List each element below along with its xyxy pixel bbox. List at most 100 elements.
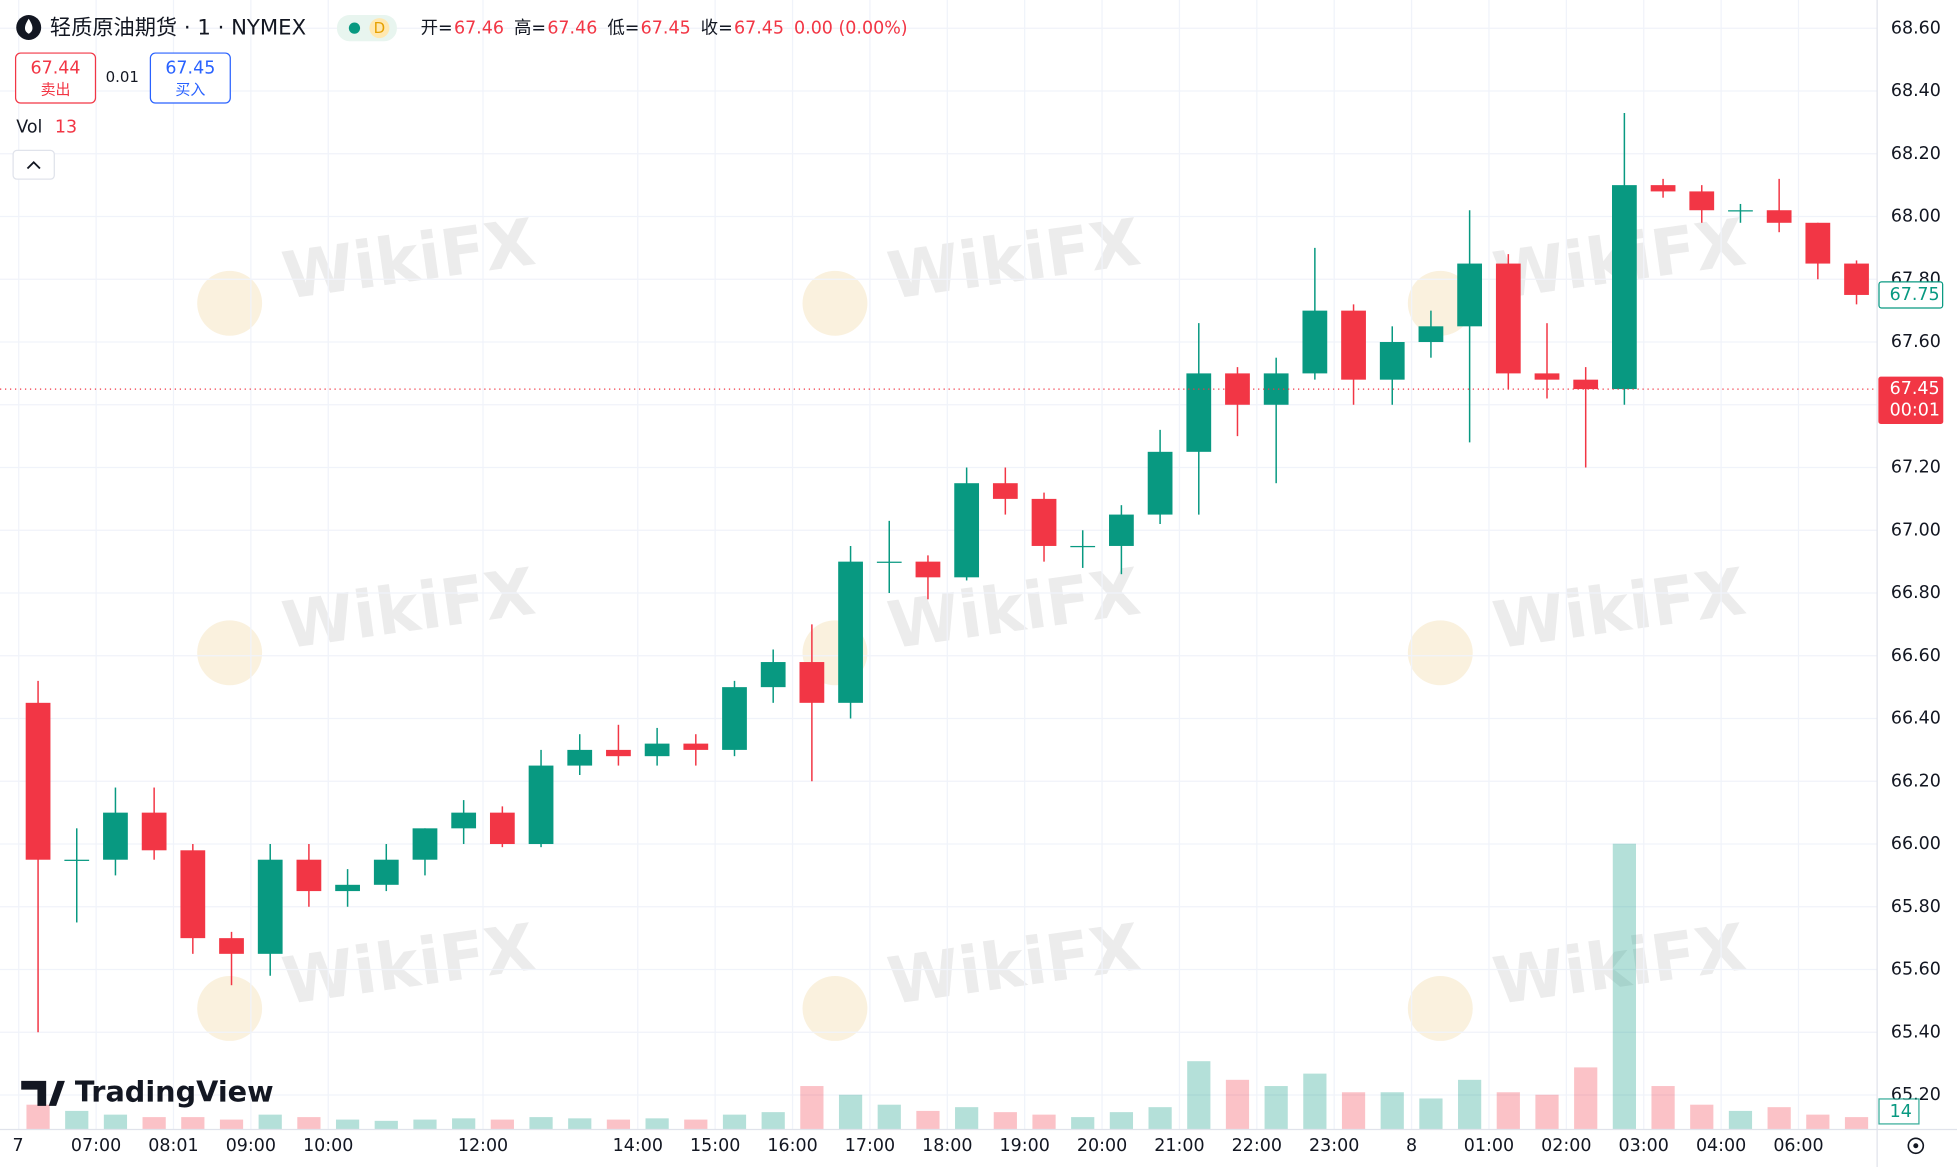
volume-bar <box>722 1114 747 1130</box>
ohlc-legend: 开= 67.46 高= 67.46 低= 67.45 收= 67.45 0.00 (0.00%) <box>421 19 908 39</box>
volume-bar <box>529 1117 553 1130</box>
candle-body <box>1147 451 1173 515</box>
candle-body <box>838 561 863 703</box>
settings-icon[interactable] <box>1907 1137 1925 1155</box>
x-tick-label: 15:00 <box>690 1136 740 1156</box>
candle-body <box>1070 545 1096 548</box>
candle-body <box>1495 263 1521 374</box>
y-tick-label: 65.80 <box>1891 897 1941 917</box>
candle-body <box>1109 514 1134 546</box>
x-tick-label: 08:01 <box>148 1136 198 1156</box>
last-price-box <box>1878 376 1944 425</box>
y-tick-label: 68.00 <box>1891 207 1941 227</box>
volume-bar <box>1690 1104 1714 1130</box>
candle-body <box>1844 263 1869 295</box>
volume-label-box <box>1878 1098 1920 1125</box>
x-tick-label: 16:00 <box>767 1136 817 1156</box>
ohlc-key: 开= <box>421 19 453 39</box>
x-tick-label: 18:00 <box>922 1136 972 1156</box>
candle-body <box>141 812 167 851</box>
drop-icon <box>24 18 33 34</box>
y-tick-label: 66.20 <box>1891 771 1941 791</box>
volume-bar <box>800 1086 824 1130</box>
volume-bar <box>1225 1079 1250 1130</box>
candle-body <box>567 749 593 766</box>
grid <box>0 0 1878 1130</box>
volume-bar <box>1728 1110 1753 1130</box>
candle-body <box>954 483 980 578</box>
vol-value: 13 <box>55 117 77 137</box>
x-tick-label: 12:00 <box>458 1136 508 1156</box>
y-tick-label: 67.20 <box>1891 458 1941 478</box>
volume-bar <box>219 1119 244 1130</box>
volume-bar <box>1612 843 1636 1130</box>
logo-icon <box>21 1080 65 1106</box>
candle-body <box>373 859 399 885</box>
watermark-icon <box>1407 976 1473 1041</box>
volume-bar <box>1419 1098 1443 1130</box>
ohlc-change: 0.00 (0.00%) <box>794 19 908 39</box>
collapse-icon <box>26 160 41 170</box>
ohlc-value: 67.45 <box>734 19 784 39</box>
candle-body <box>412 828 438 860</box>
volume-bar <box>1341 1092 1366 1130</box>
candle-body <box>1263 373 1289 405</box>
volume-bar <box>877 1104 901 1130</box>
volume-bar <box>1071 1117 1095 1130</box>
candle-body <box>489 812 515 845</box>
x-tick-label: 03:00 <box>1619 1136 1669 1156</box>
watermark-icon <box>802 270 868 336</box>
volume-label: 14 <box>1890 1102 1912 1122</box>
y-tick-label: 68.60 <box>1891 18 1941 38</box>
volume-bar <box>1496 1092 1520 1130</box>
ohlc-value: 67.45 <box>641 19 691 39</box>
volume-bar <box>490 1119 514 1130</box>
volume-bar <box>1303 1073 1327 1130</box>
symbol-title[interactable]: 轻质原油期货 · 1 · NYMEX <box>50 16 306 41</box>
buy-button[interactable] <box>149 52 231 104</box>
candle-body <box>451 812 477 829</box>
candle-body <box>25 702 51 860</box>
watermark-icon <box>1407 270 1473 336</box>
countdown: 00:01 <box>1890 400 1940 420</box>
x-tick-label: 06:00 <box>1773 1136 1823 1156</box>
volume-bar <box>1187 1061 1211 1130</box>
candle-body <box>1379 342 1405 380</box>
marker-price-box <box>1878 281 1944 309</box>
x-tick-label: 8 <box>1406 1136 1417 1156</box>
collapse-button[interactable] <box>12 149 55 180</box>
volume-bar <box>568 1118 592 1130</box>
watermark-icon <box>197 620 263 686</box>
sell-price: 67.44 <box>31 59 81 79</box>
y-tick-label: 66.80 <box>1891 583 1941 603</box>
x-tick-label: 23:00 <box>1309 1136 1359 1156</box>
ohlc-value: 67.46 <box>454 19 504 39</box>
marker-price-label: 67.75 <box>1890 285 1940 305</box>
volume-bar <box>335 1119 360 1130</box>
volume-bar <box>993 1112 1017 1130</box>
candle-body <box>1766 210 1792 223</box>
vol-label: Vol <box>16 117 42 137</box>
x-tick-label: 07:00 <box>71 1136 121 1156</box>
candle-body <box>915 561 941 578</box>
ohlc-key: 低= <box>607 19 639 39</box>
x-tick-label: 22:00 <box>1232 1136 1282 1156</box>
volume-bar <box>916 1110 940 1130</box>
x-tick-label: 02:00 <box>1541 1136 1591 1156</box>
y-tick-label: 65.40 <box>1891 1022 1941 1042</box>
volume-bar <box>1844 1117 1869 1130</box>
watermark-icon <box>802 976 868 1041</box>
candle-body <box>1689 191 1715 211</box>
candle-body <box>180 850 206 939</box>
candle-body <box>1805 222 1831 264</box>
volume-bar <box>142 1117 166 1130</box>
volume-bars <box>26 843 1869 1130</box>
x-tick-label: 17:00 <box>845 1136 895 1156</box>
x-tick-label: 21:00 <box>1154 1136 1204 1156</box>
volume-bar <box>684 1119 708 1130</box>
sell-button[interactable] <box>14 52 97 104</box>
candle-body <box>1302 310 1328 374</box>
y-tick-label: 66.40 <box>1891 709 1941 729</box>
